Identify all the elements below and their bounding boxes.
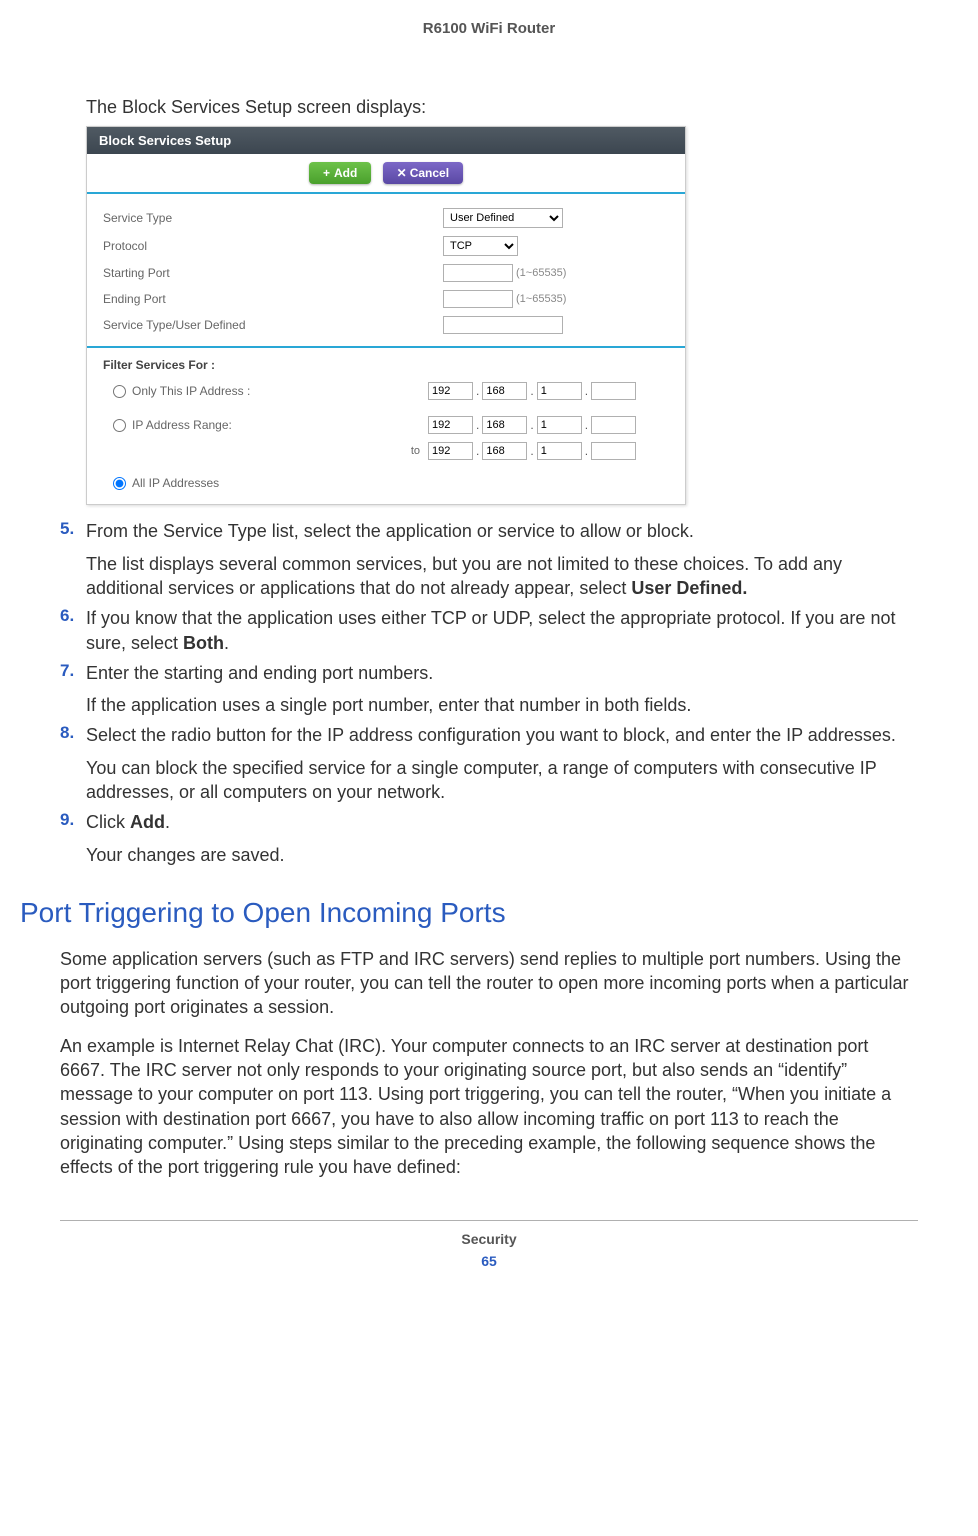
ip-range-radio[interactable] [113, 419, 126, 432]
step-8: 8. Select the radio button for the IP ad… [60, 723, 918, 804]
step-5-line2: The list displays several common service… [86, 552, 918, 601]
ip1-b[interactable] [482, 382, 527, 400]
ip2-b[interactable] [482, 416, 527, 434]
section-heading: Port Triggering to Open Incoming Ports [20, 897, 918, 929]
ip3-a[interactable] [428, 442, 473, 460]
footer-page-number: 65 [60, 1253, 918, 1269]
section-p2: An example is Internet Relay Chat (IRC).… [60, 1034, 918, 1180]
page-footer: Security 65 [60, 1220, 918, 1289]
step-7-num: 7. [60, 661, 86, 718]
step-9-line1: Click Add. [86, 810, 918, 834]
add-button-label: Add [334, 166, 357, 180]
step-8-num: 8. [60, 723, 86, 804]
ending-port-label: Ending Port [103, 292, 443, 306]
ending-port-hint: (1~65535) [516, 293, 566, 305]
step-6: 6. If you know that the application uses… [60, 606, 918, 655]
section-p1: Some application servers (such as FTP an… [60, 947, 918, 1020]
block-services-screenshot: Block Services Setup + Add ✕Cancel Servic… [86, 126, 686, 505]
starting-port-input[interactable] [443, 264, 513, 282]
filter-heading: Filter Services For : [103, 356, 669, 378]
ip3-d[interactable] [591, 442, 636, 460]
step-5-line1: From the Service Type list, select the a… [86, 519, 918, 543]
step-6-line1: If you know that the application uses ei… [86, 606, 918, 655]
only-this-ip-radio[interactable] [113, 385, 126, 398]
cancel-button[interactable]: ✕Cancel [383, 162, 463, 184]
close-icon: ✕ [397, 166, 407, 180]
plus-icon: + [323, 166, 330, 180]
ending-port-input[interactable] [443, 290, 513, 308]
step-9: 9. Click Add. Your changes are saved. [60, 810, 918, 867]
ip1-d[interactable] [591, 382, 636, 400]
cancel-button-label: Cancel [410, 166, 449, 180]
dialog-title: Block Services Setup [87, 127, 685, 154]
user-defined-label: Service Type/User Defined [103, 318, 443, 332]
step-8-line1: Select the radio button for the IP addre… [86, 723, 918, 747]
step-7: 7. Enter the starting and ending port nu… [60, 661, 918, 718]
protocol-label: Protocol [103, 239, 443, 253]
ip3-b[interactable] [482, 442, 527, 460]
all-ip-radio[interactable] [113, 477, 126, 490]
add-button[interactable]: + Add [309, 162, 371, 184]
step-5-num: 5. [60, 519, 86, 600]
step-6-num: 6. [60, 606, 86, 655]
service-type-label: Service Type [103, 211, 443, 225]
to-label: to [103, 445, 428, 457]
ip1-c[interactable] [537, 382, 582, 400]
user-defined-input[interactable] [443, 316, 563, 334]
protocol-select[interactable]: TCP [443, 236, 518, 256]
starting-port-label: Starting Port [103, 266, 443, 280]
ip-range-label: IP Address Range: [132, 418, 232, 432]
ip2-a[interactable] [428, 416, 473, 434]
ip2-c[interactable] [537, 416, 582, 434]
step-9-num: 9. [60, 810, 86, 867]
step-8-line2: You can block the specified service for … [86, 756, 918, 805]
ip1-a[interactable] [428, 382, 473, 400]
ip2-d[interactable] [591, 416, 636, 434]
step-5: 5. From the Service Type list, select th… [60, 519, 918, 600]
footer-section: Security [60, 1231, 918, 1247]
service-type-select[interactable]: User Defined [443, 208, 563, 228]
all-ip-label: All IP Addresses [132, 476, 219, 490]
only-this-ip-label: Only This IP Address : [132, 384, 250, 398]
starting-port-hint: (1~65535) [516, 267, 566, 279]
ip3-c[interactable] [537, 442, 582, 460]
step-7-line1: Enter the starting and ending port numbe… [86, 661, 918, 685]
intro-text: The Block Services Setup screen displays… [86, 97, 918, 118]
page-header: R6100 WiFi Router [60, 20, 918, 37]
step-9-line2: Your changes are saved. [86, 843, 918, 867]
step-7-line2: If the application uses a single port nu… [86, 693, 918, 717]
dialog-toolbar: + Add ✕Cancel [87, 154, 685, 194]
